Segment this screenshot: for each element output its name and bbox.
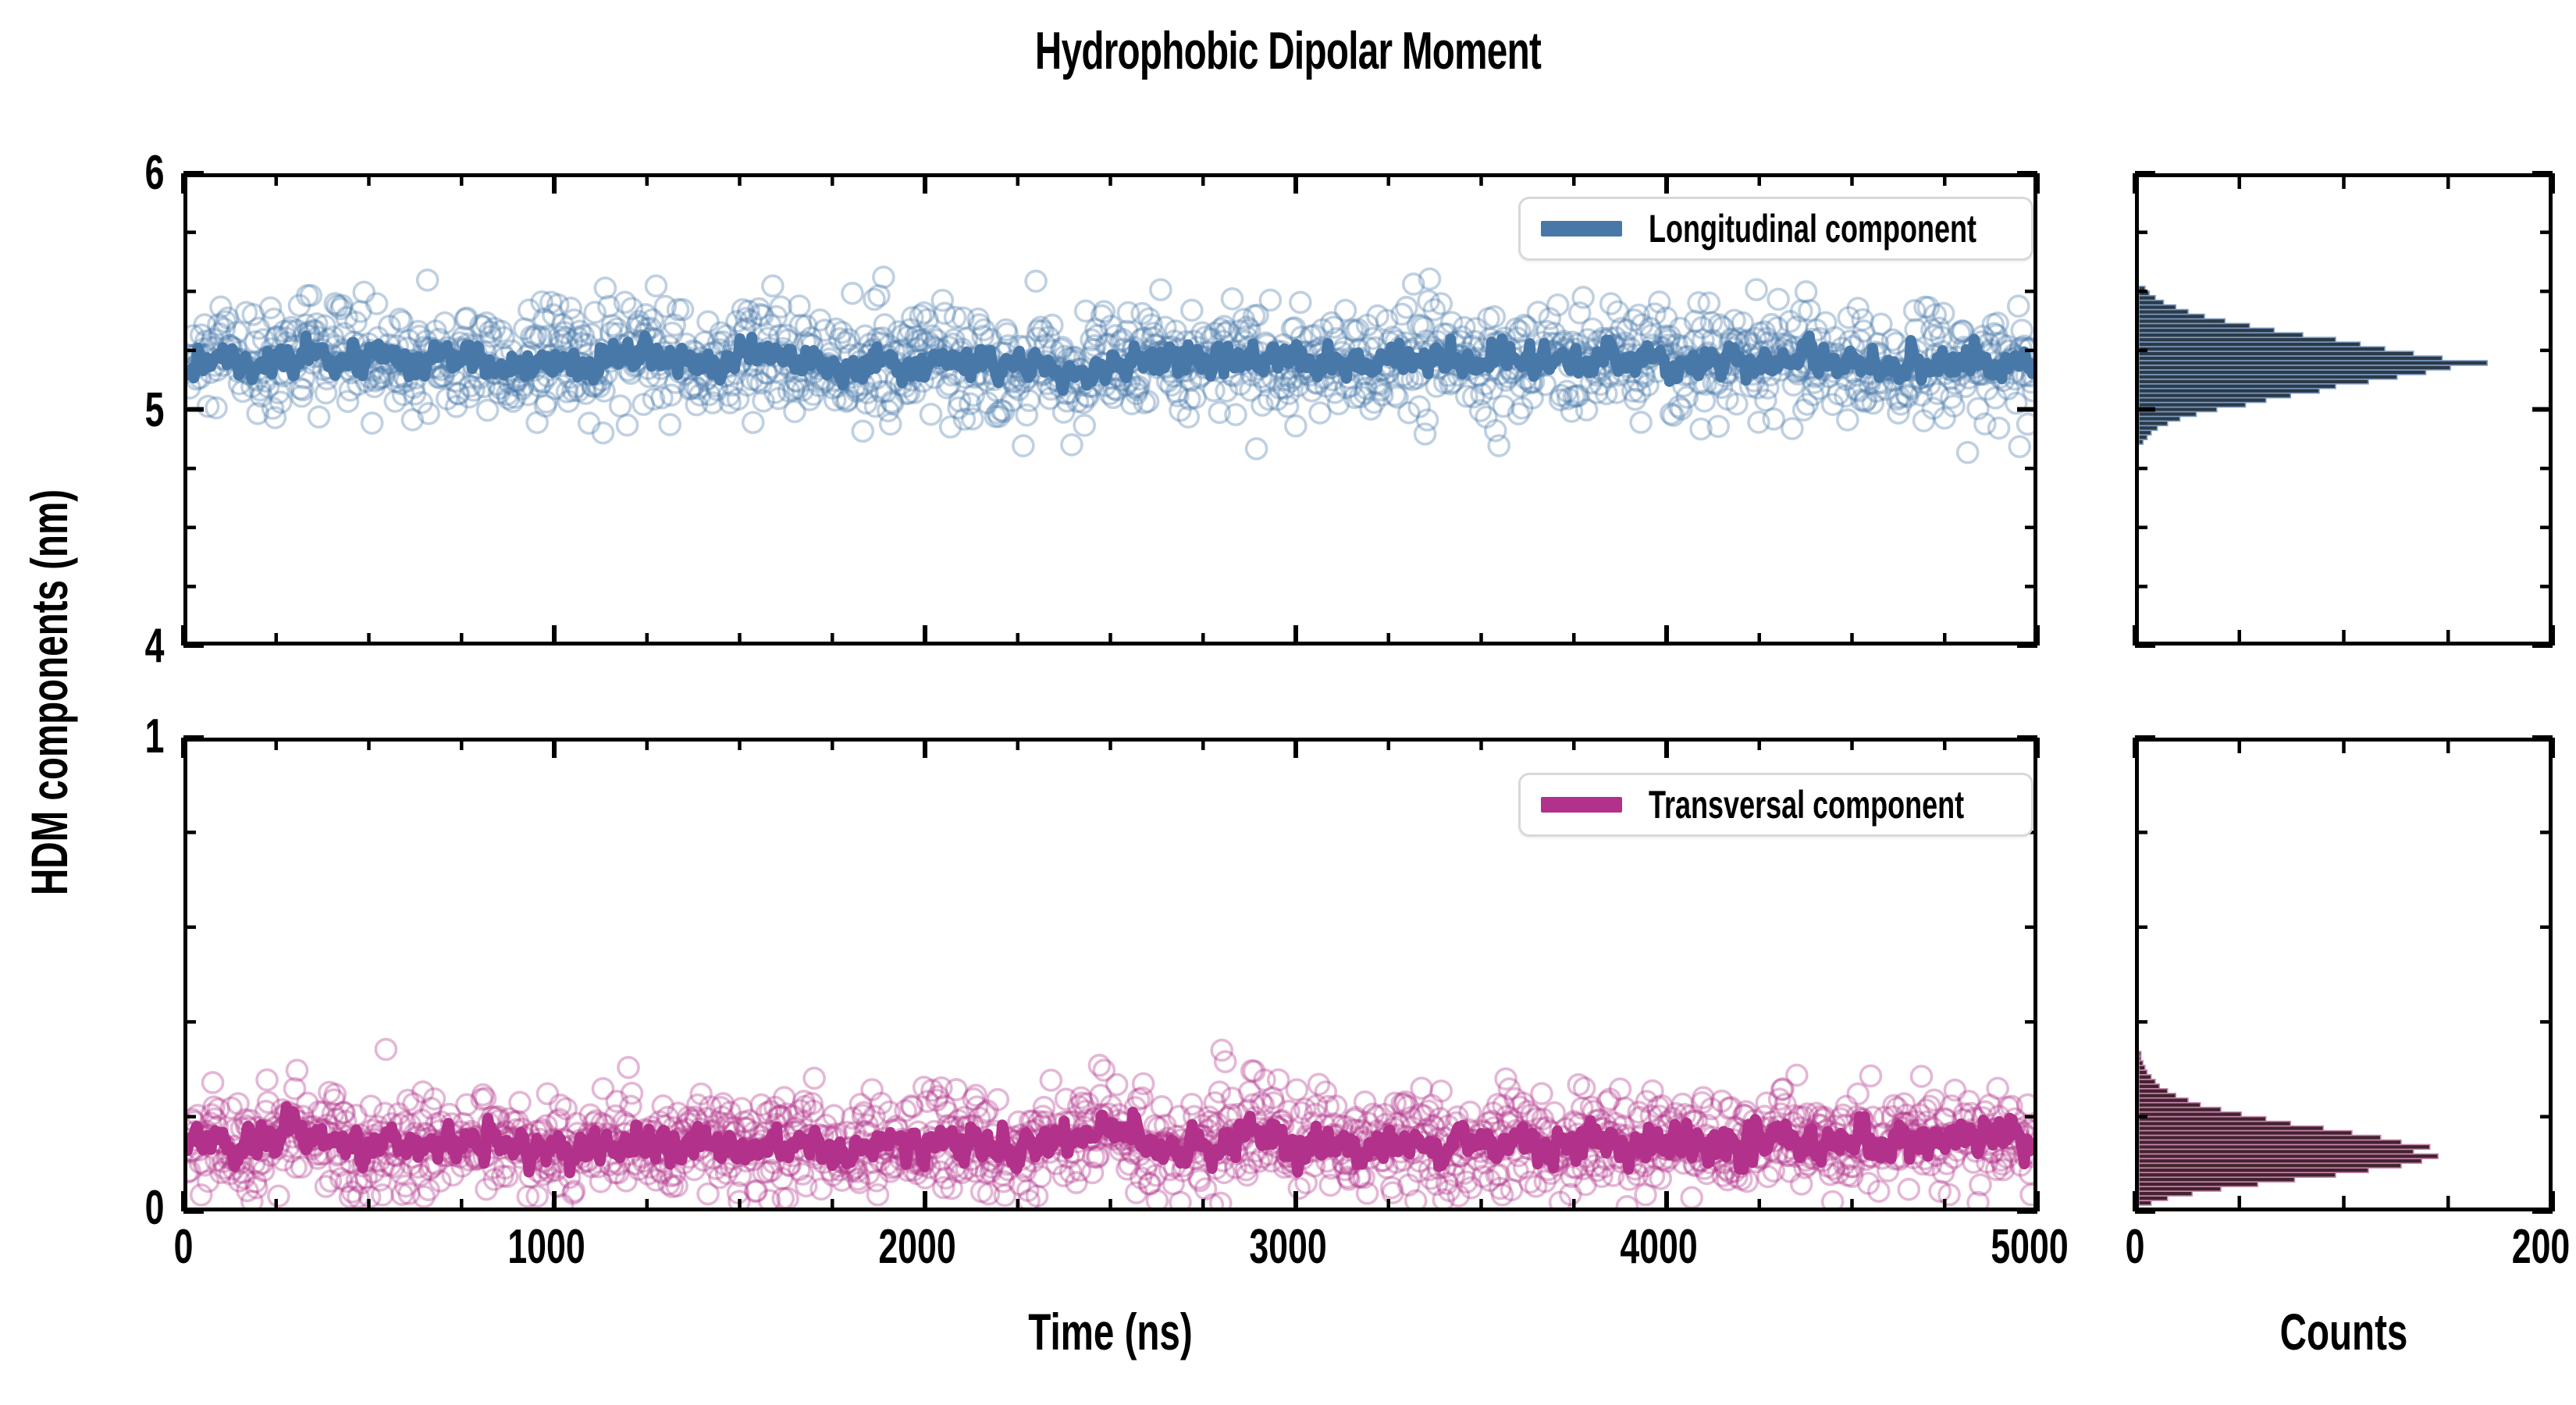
legend-transversal[interactable]: Transversal component <box>1518 773 2033 837</box>
y-tick-bottom-1: 1 <box>144 710 164 763</box>
x-tick-4000: 4000 <box>1620 1220 1698 1274</box>
longitudinal-scatter-plot <box>187 265 2033 464</box>
counts-tick-200: 200 <box>2511 1220 2571 1274</box>
legend-label-transversal: Transversal component <box>1649 783 1965 827</box>
legend-label-longitudinal: Longitudinal component <box>1649 207 1976 251</box>
transversal-scatter-plot <box>187 1037 2033 1208</box>
panel-longitudinal-histogram <box>2135 173 2553 646</box>
legend-longitudinal[interactable]: Longitudinal component <box>1518 197 2033 261</box>
panel-transversal-histogram <box>2135 738 2553 1211</box>
transversal-histogram <box>2139 1051 2439 1206</box>
y-tick-top-6: 6 <box>144 146 164 200</box>
legend-swatch-transversal <box>1541 797 1622 813</box>
y-tick-top-5: 5 <box>144 383 164 437</box>
x-axis-label-counts: Counts <box>2279 1303 2408 1361</box>
y-axis-label: HDM components (nm) <box>20 489 78 896</box>
x-tick-5000: 5000 <box>1991 1220 2069 1274</box>
x-tick-3000: 3000 <box>1249 1220 1327 1274</box>
longitudinal-histogram <box>2139 286 2489 445</box>
x-axis-label-time: Time (ns) <box>1028 1303 1193 1361</box>
y-tick-top-4: 4 <box>144 619 164 673</box>
x-tick-2000: 2000 <box>878 1220 956 1274</box>
counts-tick-0: 0 <box>2125 1220 2145 1274</box>
page-title: Hydrophobic Dipolar Moment <box>1034 21 1542 80</box>
x-tick-1000: 1000 <box>507 1220 585 1274</box>
x-tick-0: 0 <box>173 1220 194 1274</box>
legend-swatch-longitudinal <box>1541 221 1622 237</box>
y-tick-bottom-0: 0 <box>144 1181 164 1235</box>
y-axis-label-container: HDM components (nm) <box>14 173 84 1211</box>
